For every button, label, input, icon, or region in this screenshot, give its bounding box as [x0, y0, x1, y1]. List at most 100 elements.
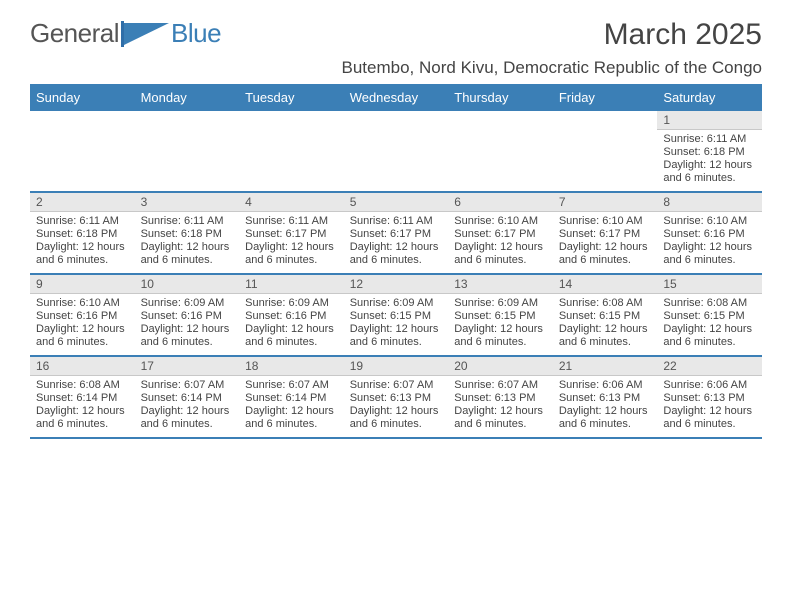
day-details: Sunrise: 6:08 AMSunset: 6:14 PMDaylight:…: [30, 376, 135, 435]
sunrise-line: Sunrise: 6:09 AM: [454, 297, 547, 310]
day-number: 4: [239, 193, 344, 212]
day-details: Sunrise: 6:10 AMSunset: 6:16 PMDaylight:…: [657, 212, 762, 271]
sunset-line: Sunset: 6:16 PM: [245, 310, 338, 323]
day-details: Sunrise: 6:11 AMSunset: 6:18 PMDaylight:…: [657, 130, 762, 189]
day-details: Sunrise: 6:10 AMSunset: 6:16 PMDaylight:…: [30, 294, 135, 353]
daylight-line: Daylight: 12 hours and 6 minutes.: [559, 405, 652, 431]
day-number: 6: [448, 193, 553, 212]
sunset-line: Sunset: 6:15 PM: [559, 310, 652, 323]
day-details: Sunrise: 6:09 AMSunset: 6:16 PMDaylight:…: [239, 294, 344, 353]
daylight-line: Daylight: 12 hours and 6 minutes.: [663, 405, 756, 431]
daylight-line: Daylight: 12 hours and 6 minutes.: [559, 241, 652, 267]
day-details: Sunrise: 6:08 AMSunset: 6:15 PMDaylight:…: [657, 294, 762, 353]
day-header: Sunday: [30, 85, 135, 111]
empty-cell: [30, 111, 135, 129]
day-number: 7: [553, 193, 658, 212]
calendar-cell: [135, 111, 240, 192]
calendar-cell: [553, 111, 658, 192]
sunset-line: Sunset: 6:14 PM: [141, 392, 234, 405]
daylight-line: Daylight: 12 hours and 6 minutes.: [141, 241, 234, 267]
day-details: Sunrise: 6:06 AMSunset: 6:13 PMDaylight:…: [657, 376, 762, 435]
day-number: 2: [30, 193, 135, 212]
calendar-cell: 1Sunrise: 6:11 AMSunset: 6:18 PMDaylight…: [657, 111, 762, 192]
day-details: Sunrise: 6:07 AMSunset: 6:14 PMDaylight:…: [135, 376, 240, 435]
calendar-cell: [30, 111, 135, 192]
sunrise-line: Sunrise: 6:09 AM: [245, 297, 338, 310]
sunrise-line: Sunrise: 6:11 AM: [36, 215, 129, 228]
sunrise-line: Sunrise: 6:08 AM: [559, 297, 652, 310]
daylight-line: Daylight: 12 hours and 6 minutes.: [141, 323, 234, 349]
day-number: 14: [553, 275, 658, 294]
calendar-cell: 18Sunrise: 6:07 AMSunset: 6:14 PMDayligh…: [239, 356, 344, 438]
daylight-line: Daylight: 12 hours and 6 minutes.: [350, 241, 443, 267]
day-details: Sunrise: 6:11 AMSunset: 6:18 PMDaylight:…: [135, 212, 240, 271]
calendar-cell: 15Sunrise: 6:08 AMSunset: 6:15 PMDayligh…: [657, 274, 762, 356]
calendar-row: 2Sunrise: 6:11 AMSunset: 6:18 PMDaylight…: [30, 192, 762, 274]
calendar-row: 1Sunrise: 6:11 AMSunset: 6:18 PMDaylight…: [30, 111, 762, 192]
sunrise-line: Sunrise: 6:07 AM: [141, 379, 234, 392]
brand-logo: General Blue: [30, 18, 221, 49]
daylight-line: Daylight: 12 hours and 6 minutes.: [454, 323, 547, 349]
day-header: Saturday: [657, 85, 762, 111]
empty-cell: [344, 111, 449, 129]
sunset-line: Sunset: 6:17 PM: [350, 228, 443, 241]
day-header: Monday: [135, 85, 240, 111]
day-header: Tuesday: [239, 85, 344, 111]
day-number: 1: [657, 111, 762, 130]
flag-icon: [121, 21, 177, 47]
sunrise-line: Sunrise: 6:10 AM: [559, 215, 652, 228]
sunrise-line: Sunrise: 6:06 AM: [663, 379, 756, 392]
empty-cell: [553, 111, 658, 129]
day-header: Thursday: [448, 85, 553, 111]
daylight-line: Daylight: 12 hours and 6 minutes.: [36, 405, 129, 431]
day-number: 19: [344, 357, 449, 376]
day-number: 8: [657, 193, 762, 212]
sunrise-line: Sunrise: 6:07 AM: [454, 379, 547, 392]
location-text: Butembo, Nord Kivu, Democratic Republic …: [30, 58, 762, 78]
sunset-line: Sunset: 6:15 PM: [663, 310, 756, 323]
sunrise-line: Sunrise: 6:11 AM: [141, 215, 234, 228]
daylight-line: Daylight: 12 hours and 6 minutes.: [245, 241, 338, 267]
sunset-line: Sunset: 6:14 PM: [36, 392, 129, 405]
calendar-cell: 9Sunrise: 6:10 AMSunset: 6:16 PMDaylight…: [30, 274, 135, 356]
calendar-cell: 8Sunrise: 6:10 AMSunset: 6:16 PMDaylight…: [657, 192, 762, 274]
calendar-cell: 19Sunrise: 6:07 AMSunset: 6:13 PMDayligh…: [344, 356, 449, 438]
sunrise-line: Sunrise: 6:11 AM: [663, 133, 756, 146]
sunrise-line: Sunrise: 6:09 AM: [350, 297, 443, 310]
sunset-line: Sunset: 6:17 PM: [454, 228, 547, 241]
daylight-line: Daylight: 12 hours and 6 minutes.: [245, 405, 338, 431]
calendar-table: SundayMondayTuesdayWednesdayThursdayFrid…: [30, 84, 762, 439]
empty-cell: [135, 111, 240, 129]
sunrise-line: Sunrise: 6:11 AM: [350, 215, 443, 228]
daylight-line: Daylight: 12 hours and 6 minutes.: [663, 323, 756, 349]
sunset-line: Sunset: 6:15 PM: [350, 310, 443, 323]
sunset-line: Sunset: 6:14 PM: [245, 392, 338, 405]
day-number: 18: [239, 357, 344, 376]
sunset-line: Sunset: 6:17 PM: [559, 228, 652, 241]
calendar-cell: 5Sunrise: 6:11 AMSunset: 6:17 PMDaylight…: [344, 192, 449, 274]
day-header: Wednesday: [344, 85, 449, 111]
day-details: Sunrise: 6:10 AMSunset: 6:17 PMDaylight:…: [553, 212, 658, 271]
sunrise-line: Sunrise: 6:08 AM: [663, 297, 756, 310]
sunset-line: Sunset: 6:16 PM: [663, 228, 756, 241]
empty-cell: [239, 111, 344, 129]
calendar-cell: [344, 111, 449, 192]
daylight-line: Daylight: 12 hours and 6 minutes.: [454, 241, 547, 267]
sunset-line: Sunset: 6:16 PM: [141, 310, 234, 323]
day-details: Sunrise: 6:11 AMSunset: 6:17 PMDaylight:…: [344, 212, 449, 271]
day-header: Friday: [553, 85, 658, 111]
day-number: 15: [657, 275, 762, 294]
sunset-line: Sunset: 6:17 PM: [245, 228, 338, 241]
calendar-cell: 17Sunrise: 6:07 AMSunset: 6:14 PMDayligh…: [135, 356, 240, 438]
day-number: 3: [135, 193, 240, 212]
calendar-cell: [448, 111, 553, 192]
day-details: Sunrise: 6:06 AMSunset: 6:13 PMDaylight:…: [553, 376, 658, 435]
day-number: 9: [30, 275, 135, 294]
sunrise-line: Sunrise: 6:10 AM: [454, 215, 547, 228]
sunrise-line: Sunrise: 6:11 AM: [245, 215, 338, 228]
day-details: Sunrise: 6:09 AMSunset: 6:15 PMDaylight:…: [448, 294, 553, 353]
calendar-cell: 20Sunrise: 6:07 AMSunset: 6:13 PMDayligh…: [448, 356, 553, 438]
sunrise-line: Sunrise: 6:08 AM: [36, 379, 129, 392]
daylight-line: Daylight: 12 hours and 6 minutes.: [350, 323, 443, 349]
calendar-cell: 11Sunrise: 6:09 AMSunset: 6:16 PMDayligh…: [239, 274, 344, 356]
